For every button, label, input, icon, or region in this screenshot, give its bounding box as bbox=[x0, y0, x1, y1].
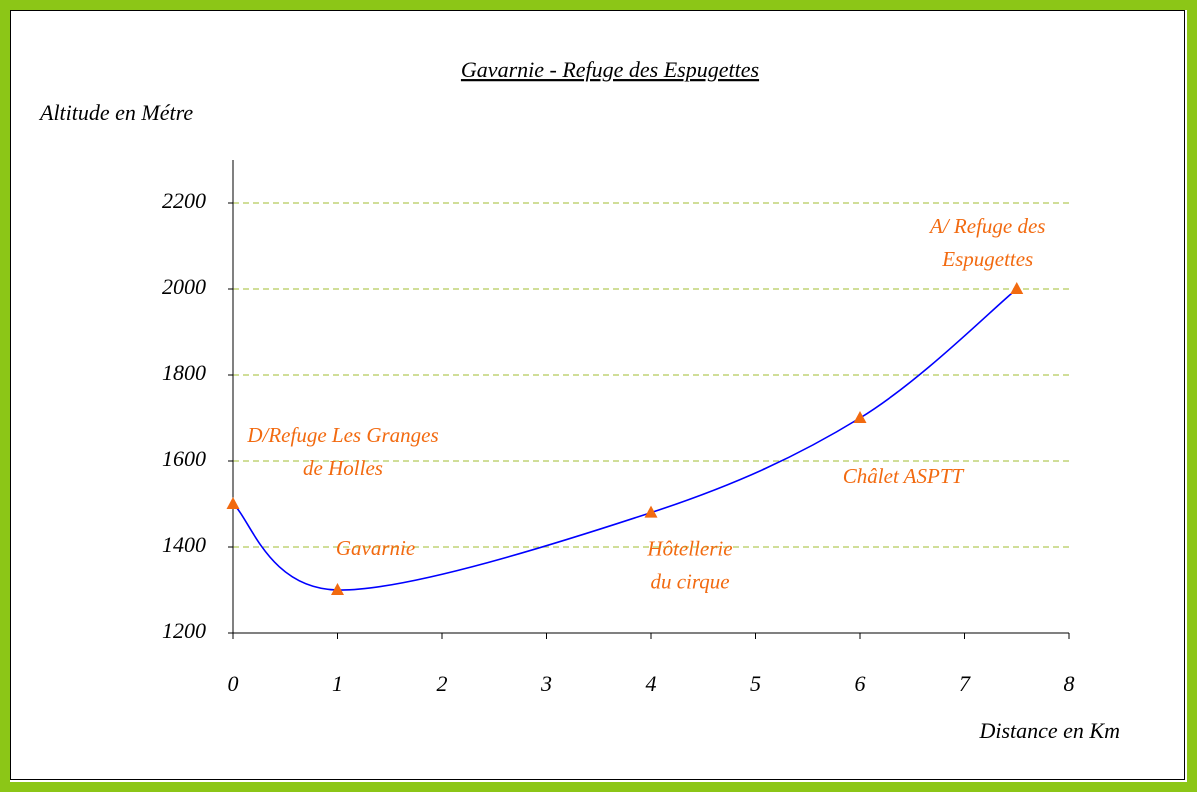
y-tick-label: 1200 bbox=[162, 618, 206, 643]
x-tick-label: 5 bbox=[750, 671, 761, 696]
y-axis-title: Altitude en Métre bbox=[38, 100, 193, 125]
y-tick-label: 1400 bbox=[162, 532, 206, 557]
y-tick-label: 1800 bbox=[162, 360, 206, 385]
x-tick-label: 3 bbox=[540, 671, 552, 696]
y-tick-label: 1600 bbox=[162, 446, 206, 471]
point-label: Hôtellerie bbox=[646, 536, 732, 560]
y-tick-label: 2000 bbox=[162, 274, 206, 299]
marker bbox=[226, 497, 240, 509]
point-label: A/ Refuge des bbox=[928, 214, 1045, 238]
marker bbox=[331, 583, 344, 595]
x-tick-label: 7 bbox=[959, 671, 971, 696]
point-label: de Holles bbox=[303, 456, 383, 480]
x-tick-label: 2 bbox=[437, 671, 448, 696]
point-label: Châlet ASPTT bbox=[843, 464, 965, 488]
point-label: D/Refuge Les Granges bbox=[246, 423, 438, 447]
chart-border bbox=[10, 10, 1185, 780]
x-tick-label: 8 bbox=[1064, 671, 1075, 696]
marker bbox=[853, 411, 867, 423]
marker bbox=[644, 505, 658, 518]
chart-title: Gavarnie - Refuge des Espugettes bbox=[461, 57, 759, 82]
x-tick-label: 6 bbox=[855, 671, 866, 696]
x-axis-title: Distance en Km bbox=[978, 718, 1120, 743]
x-tick-label: 1 bbox=[332, 671, 343, 696]
point-label: Espugettes bbox=[941, 247, 1033, 271]
marker bbox=[1010, 282, 1024, 294]
x-tick-label: 0 bbox=[228, 671, 239, 696]
x-tick-label: 4 bbox=[646, 671, 657, 696]
point-label: Gavarnie bbox=[336, 536, 415, 560]
y-tick-label: 2200 bbox=[162, 188, 206, 213]
point-label: du cirque bbox=[650, 569, 729, 593]
